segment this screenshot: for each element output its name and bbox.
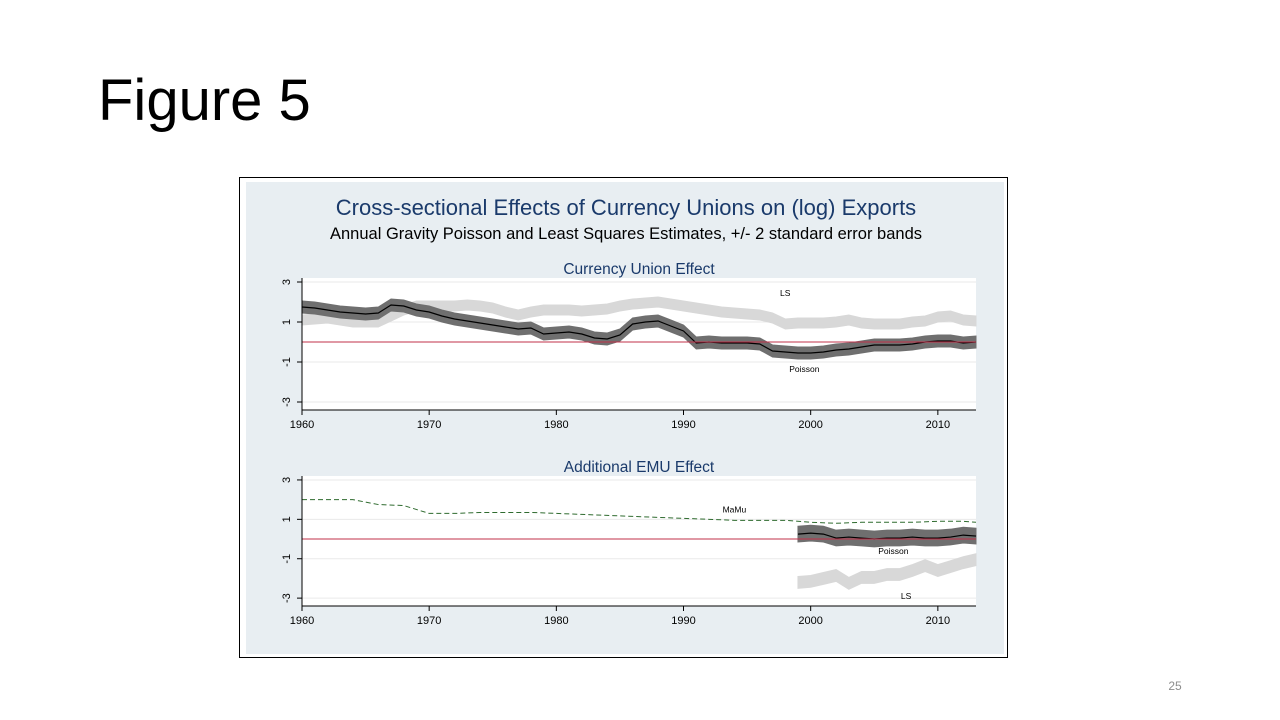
y-tick-label: 1 xyxy=(281,319,293,325)
series-band-ls xyxy=(301,296,977,330)
series-label-poisson: Poisson xyxy=(878,546,909,556)
x-tick-label: 2010 xyxy=(926,615,950,627)
x-tick-label: 1970 xyxy=(417,615,441,627)
figure-frame: Cross-sectional Effects of Currency Unio… xyxy=(239,177,1008,658)
y-tick-label: -3 xyxy=(281,593,293,603)
x-tick-label: 2010 xyxy=(926,419,950,431)
series-label-poisson: Poisson xyxy=(789,364,820,374)
series-label-ls: LS xyxy=(901,591,912,601)
series-label-mamu: MaMu xyxy=(723,504,747,514)
y-tick-label: 1 xyxy=(281,516,293,522)
figure-subtitle: Annual Gravity Poisson and Least Squares… xyxy=(330,225,922,243)
x-tick-label: 2000 xyxy=(798,615,822,627)
panel-1: Currency Union Effect LS Poisson 1960 1970 19… xyxy=(281,261,977,431)
series-label-ls: LS xyxy=(780,288,791,298)
series-band-poisson xyxy=(797,524,977,548)
y-tick-label: -1 xyxy=(281,357,293,367)
x-tick-label: 1970 xyxy=(417,419,441,431)
slide-title: Figure 5 xyxy=(98,68,311,133)
chart-panels: Currency Union Effect LS Poisson 1960 1970 19… xyxy=(281,261,977,627)
y-tick-label: -1 xyxy=(281,554,293,564)
panel-2: Additional EMU Effect Poisson LS MaMu 1960 19… xyxy=(281,459,977,627)
panel-title: Currency Union Effect xyxy=(563,261,715,278)
series-band-ls xyxy=(797,553,977,590)
y-tick-label: 3 xyxy=(281,477,293,483)
x-tick-label: 1980 xyxy=(544,615,568,627)
x-tick-label: 1960 xyxy=(290,615,314,627)
figure-title: Cross-sectional Effects of Currency Unio… xyxy=(336,195,916,220)
y-tick-label: -3 xyxy=(281,397,293,407)
series-line-mamu xyxy=(302,499,977,524)
x-tick-label: 1990 xyxy=(671,419,695,431)
x-tick-label: 1960 xyxy=(290,419,314,431)
x-tick-label: 1990 xyxy=(671,615,695,627)
figure-chart: Cross-sectional Effects of Currency Unio… xyxy=(246,182,1004,654)
panel-title: Additional EMU Effect xyxy=(564,459,715,476)
series-line-poisson xyxy=(797,532,977,540)
page-number: 25 xyxy=(1168,679,1182,693)
x-tick-label: 1980 xyxy=(544,419,568,431)
y-tick-label: 3 xyxy=(281,279,293,285)
series-band-poisson xyxy=(301,298,977,360)
x-tick-label: 2000 xyxy=(798,419,822,431)
series-line-poisson xyxy=(301,304,977,354)
